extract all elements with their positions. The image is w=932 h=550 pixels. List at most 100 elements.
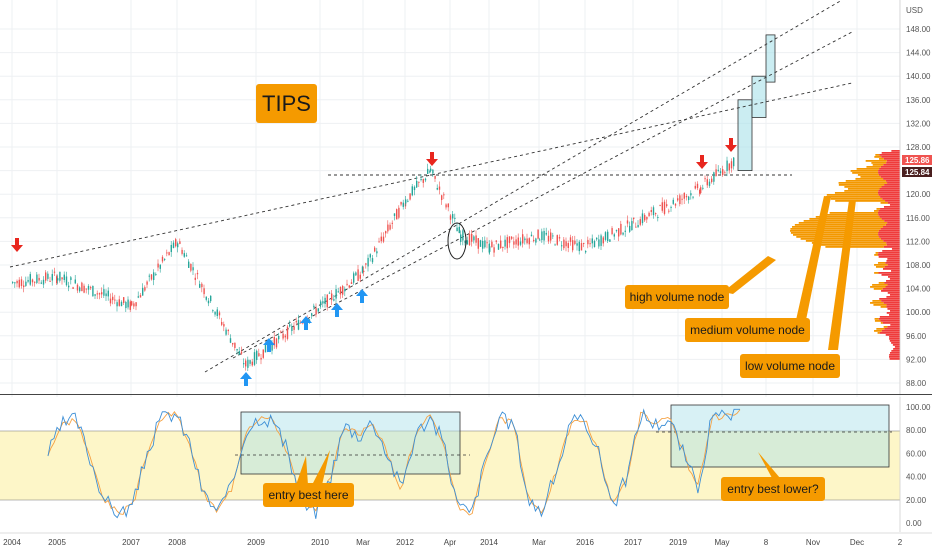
- volume-bar-low: [889, 336, 900, 338]
- candle-body: [344, 288, 346, 292]
- candle-body: [646, 216, 648, 220]
- price-candles: [12, 156, 735, 371]
- candle-body: [103, 289, 105, 296]
- volume-bar-high: [870, 302, 884, 304]
- candle-body: [12, 281, 14, 283]
- candle-body: [295, 321, 297, 323]
- candle-body: [598, 239, 600, 247]
- candle-body: [311, 313, 313, 316]
- candle-body: [460, 234, 462, 242]
- volume-bar-high: [826, 194, 879, 196]
- volume-bar-high: [838, 184, 885, 186]
- candle-body: [264, 343, 267, 353]
- candle-body: [367, 257, 369, 267]
- candle-body: [223, 324, 225, 327]
- time-tick-label: Dec: [850, 538, 864, 547]
- candle-body: [683, 192, 685, 199]
- candle-body: [652, 207, 655, 216]
- candle-body: [201, 283, 203, 288]
- candle-body: [56, 276, 58, 284]
- projection-box: [765, 34, 776, 83]
- candle-body: [365, 263, 367, 265]
- volume-bar-low: [885, 224, 900, 226]
- candle-body: [107, 290, 109, 297]
- candle-body: [94, 294, 96, 296]
- candle-body: [247, 359, 249, 368]
- callout-high-volume: high volume node: [630, 290, 725, 304]
- candle-body: [179, 241, 181, 244]
- candle-body: [172, 242, 175, 248]
- candle-body: [711, 178, 713, 183]
- candle-body: [629, 225, 631, 232]
- volume-profile: [790, 150, 900, 360]
- candle-body: [728, 163, 730, 171]
- up-arrow-icon: [263, 338, 275, 352]
- volume-bar-high: [845, 180, 886, 182]
- candle-body: [146, 281, 148, 285]
- candle-body: [159, 264, 161, 269]
- candle-body: [70, 277, 72, 280]
- candle-body: [87, 285, 90, 290]
- candle-body: [190, 263, 192, 271]
- candle-body: [45, 272, 47, 281]
- volume-bar-low: [879, 216, 900, 218]
- candle-body: [227, 329, 229, 332]
- candle-body: [234, 342, 236, 348]
- candle-body: [16, 280, 18, 284]
- time-axis[interactable]: 2004 2005 2007 2008 2009 2010 Mar 2012 Apr 2014 Ma…: [0, 532, 932, 550]
- candle-body: [293, 326, 295, 330]
- candle-body: [357, 269, 359, 281]
- up-arrow-icon: [356, 289, 368, 303]
- candle-body: [702, 187, 704, 189]
- candle-body: [131, 301, 133, 306]
- candle-body: [602, 237, 604, 244]
- candle-body: [436, 188, 438, 190]
- volume-bar-low: [886, 304, 900, 306]
- currency-label: USD: [906, 6, 923, 15]
- candle-body: [569, 237, 572, 242]
- volume-bar-low: [885, 286, 900, 288]
- pointer-entry-here-b: [312, 450, 330, 485]
- volume-bar-low: [880, 166, 900, 168]
- volume-bar-low: [880, 196, 900, 198]
- volume-bar-low: [878, 272, 900, 274]
- candle-body: [96, 293, 98, 295]
- price-tick-label: 120.00: [906, 190, 931, 199]
- candle-body: [411, 186, 413, 196]
- volume-bar-low: [879, 168, 900, 170]
- candle-body: [558, 237, 561, 239]
- volume-bar-low: [878, 172, 900, 174]
- candle-body: [449, 215, 452, 220]
- candle-body: [396, 209, 398, 220]
- volume-bar-high: [852, 172, 879, 174]
- candle-body: [150, 274, 153, 280]
- candle-body: [672, 199, 674, 204]
- volume-bar-high: [880, 202, 888, 204]
- candle-body: [639, 219, 641, 225]
- price-axis[interactable]: USD 88.00 92.00 96.00 100.00 104.00 108.00 112…: [899, 0, 932, 394]
- candle-body: [137, 296, 139, 298]
- candle-body: [350, 282, 353, 284]
- candle-body: [730, 161, 733, 169]
- candle-body: [567, 243, 569, 248]
- price-tick-label: 92.00: [906, 355, 927, 364]
- stochastic-axis[interactable]: 0.00 20.00 40.00 60.00 80.00 100.00: [899, 397, 932, 532]
- volume-bar-high: [878, 262, 886, 264]
- candle-body: [380, 236, 382, 242]
- volume-bar-high: [790, 232, 879, 234]
- candle-body: [289, 324, 291, 327]
- candle-body: [416, 180, 418, 188]
- candle-body: [85, 288, 87, 290]
- time-tick-label: 2004: [3, 538, 21, 547]
- candle-body: [477, 238, 479, 249]
- candle-body: [600, 235, 602, 246]
- candle-body: [611, 228, 613, 235]
- volume-bar-high: [835, 200, 886, 202]
- volume-bar-high: [876, 328, 885, 330]
- volume-bar-low: [892, 344, 900, 346]
- volume-bar-high: [875, 266, 885, 268]
- volume-bar-high: [825, 246, 884, 248]
- chart-title: TIPS: [262, 91, 311, 116]
- up-arrow-icon: [331, 303, 343, 317]
